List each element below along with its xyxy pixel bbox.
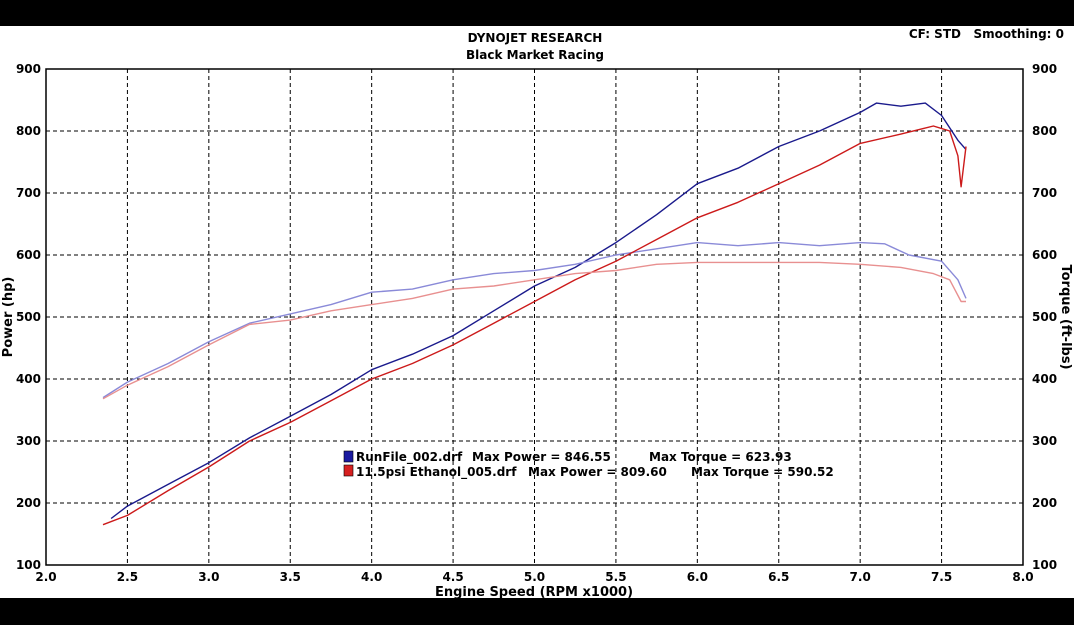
x-tick-label: 4.5 bbox=[442, 570, 463, 584]
x-tick-label: 5.0 bbox=[524, 570, 545, 584]
y-tick-label-left: 300 bbox=[16, 434, 41, 448]
legend-file-1: 11.5psi Ethanol_005.drf bbox=[356, 465, 517, 480]
legend-power-1: Max Power = 809.60 bbox=[528, 465, 667, 479]
series-line-3 bbox=[102, 261, 966, 400]
y-tick-label-left: 200 bbox=[16, 496, 41, 510]
x-tick-label: 6.0 bbox=[687, 570, 708, 584]
y-tick-label-right: 100 bbox=[1032, 558, 1057, 572]
chart-title: DYNOJET RESEARCH bbox=[468, 31, 603, 45]
x-tick-label: 7.5 bbox=[931, 570, 952, 584]
tick-labels: 2.0 2.5 3.0 3.5 4.0 4.5 5.0 5.5 6.0 6.5 7.0 7.5 8.01… bbox=[16, 62, 1057, 584]
grid-lines bbox=[46, 69, 1023, 565]
x-tick-label: 5.5 bbox=[605, 570, 626, 584]
series-line-1 bbox=[102, 241, 967, 399]
y-axis-title-left: Power (hp) bbox=[1, 277, 16, 358]
y-tick-label-left: 600 bbox=[16, 248, 41, 262]
legend-swatch-1 bbox=[343, 464, 354, 477]
plot-frame bbox=[45, 68, 1024, 566]
y-tick-label-left: 100 bbox=[16, 558, 41, 572]
x-tick-label: 3.5 bbox=[280, 570, 301, 584]
legend-file-0: RunFile_002.drf bbox=[356, 450, 463, 465]
y-axis-title-right: Torque (ft-lbs) bbox=[1058, 264, 1073, 369]
x-tick-label: 8.0 bbox=[1012, 570, 1033, 584]
y-tick-label-right: 900 bbox=[1032, 62, 1057, 76]
y-tick-label-left: 700 bbox=[16, 186, 41, 200]
x-tick-label: 3.0 bbox=[198, 570, 219, 584]
y-tick-label-right: 700 bbox=[1032, 186, 1057, 200]
chart-subtitle: Black Market Racing bbox=[466, 48, 604, 62]
legend-power-0: Max Power = 846.55 bbox=[472, 450, 611, 464]
series-line-0 bbox=[110, 102, 967, 520]
chart-background bbox=[0, 26, 1074, 598]
series-lines bbox=[102, 102, 967, 526]
y-tick-label-left: 400 bbox=[16, 372, 41, 386]
y-tick-label-right: 200 bbox=[1032, 496, 1057, 510]
x-tick-label: 7.0 bbox=[850, 570, 871, 584]
y-tick-label-right: 400 bbox=[1032, 372, 1057, 386]
legend-torque-1: Max Torque = 590.52 bbox=[691, 465, 834, 479]
y-tick-label-left: 800 bbox=[16, 124, 41, 138]
x-tick-label: 2.0 bbox=[35, 570, 56, 584]
legend-swatch-0 bbox=[343, 450, 354, 463]
x-tick-label: 2.5 bbox=[117, 570, 138, 584]
legend: RunFile_002.drf Max Power = 846.55 Max T… bbox=[343, 450, 834, 480]
y-tick-label-right: 600 bbox=[1032, 248, 1057, 262]
legend-torque-0: Max Torque = 623.93 bbox=[649, 450, 792, 464]
series-line-2 bbox=[102, 125, 967, 526]
y-tick-label-left: 500 bbox=[16, 310, 41, 324]
x-tick-label: 4.0 bbox=[361, 570, 382, 584]
y-tick-label-right: 300 bbox=[1032, 434, 1057, 448]
y-tick-label-right: 500 bbox=[1032, 310, 1057, 324]
corner-info: CF: STD Smoothing: 0 bbox=[909, 27, 1064, 41]
y-tick-label-left: 900 bbox=[16, 62, 41, 76]
y-tick-label-right: 800 bbox=[1032, 124, 1057, 138]
x-tick-label: 6.5 bbox=[768, 570, 789, 584]
x-axis-title: Engine Speed (RPM x1000) bbox=[435, 585, 633, 600]
